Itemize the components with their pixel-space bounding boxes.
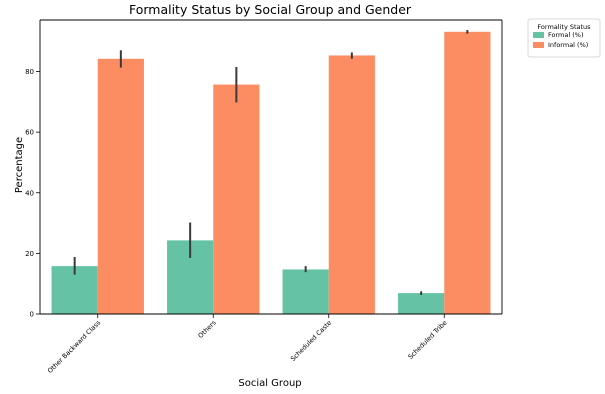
legend-swatch-formal xyxy=(533,32,544,38)
bar-informal-others xyxy=(213,84,260,314)
legend-frame xyxy=(527,18,601,58)
y-tick-label-0: 0 xyxy=(30,311,34,319)
bar-informal-scheduled-tribe xyxy=(444,31,491,314)
y-tick-label-40: 40 xyxy=(25,189,34,197)
axes-layer: 0 20 40 60 80 Other Backward Class Others Sched… xyxy=(25,19,503,375)
bar-formal-scheduled-caste xyxy=(282,269,329,314)
legend-entries: Formal (%) Informal (%) xyxy=(533,31,588,49)
x-tick-label-other-backward-class: Other Backward Class xyxy=(46,318,103,375)
legend-title: Formality Status xyxy=(537,23,591,31)
x-axis-label: Social Group xyxy=(238,378,301,389)
x-tick-label-scheduled-tribe: Scheduled Tribe xyxy=(406,319,448,361)
x-tick-label-scheduled-caste: Scheduled Caste xyxy=(289,319,333,363)
y-tick-label-20: 20 xyxy=(25,250,34,258)
legend-swatch-informal xyxy=(533,42,544,48)
error-bars-layer xyxy=(73,30,469,295)
legend-label-informal: Informal (%) xyxy=(548,41,588,49)
y-tick-label-80: 80 xyxy=(25,68,34,76)
x-tick-label-others: Others xyxy=(197,318,219,340)
chart-title: Formality Status by Social Group and Gen… xyxy=(129,2,412,17)
legend-label-formal: Formal (%) xyxy=(548,31,583,39)
bar-formal-scheduled-tribe xyxy=(398,293,445,314)
bars-layer xyxy=(51,31,491,315)
bar-informal-scheduled-caste xyxy=(328,55,375,315)
legend: Formality Status Formal (%) Informal (%) xyxy=(527,18,601,58)
y-tick-label-60: 60 xyxy=(25,129,34,137)
y-axis-label: Percentage xyxy=(14,137,25,193)
bar-informal-other-backward-class xyxy=(97,58,144,314)
